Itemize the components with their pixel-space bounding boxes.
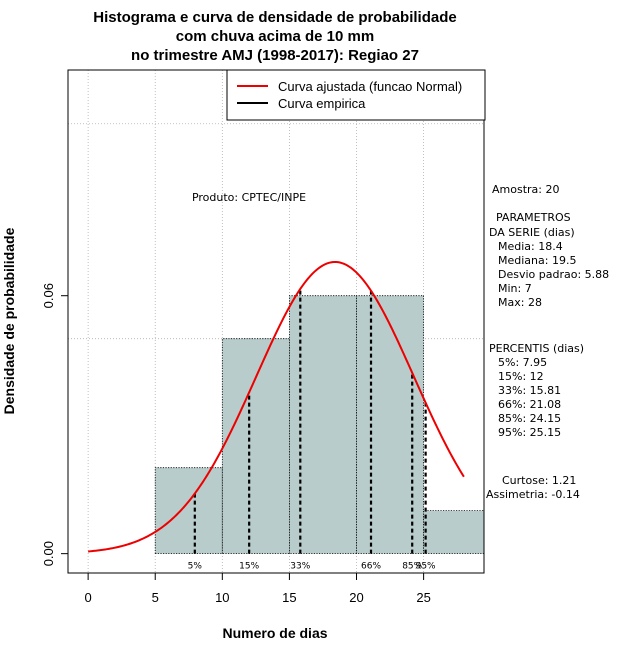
- stat-p95: 95%: 25.15: [498, 426, 561, 439]
- histogram-bars: [154, 295, 484, 555]
- normal-curve-layer: [88, 260, 465, 553]
- legend-label-empirical-curve: Curva empirica: [278, 96, 366, 111]
- histogram-bar-outline-2: [289, 295, 357, 554]
- stat-curtose: Curtose: 1.21: [502, 474, 576, 487]
- chart-title: Histograma e curva de densidade de proba…: [93, 9, 456, 26]
- stat-p15: 15%: 12: [498, 370, 544, 383]
- axis-ticks: 0 5 10 15 20 25 0.00 0.06: [41, 283, 431, 605]
- x-tick-label-10: 10: [215, 590, 229, 605]
- stats-panel: Amostra: 20 PARAMETROS DA SERIE (dias) M…: [486, 183, 609, 501]
- histogram-bar-1: [222, 338, 290, 554]
- stat-mediana: Mediana: 19.5: [498, 254, 576, 267]
- stat-min: Min: 7: [498, 282, 532, 295]
- histogram-bar-outline-1: [221, 338, 290, 554]
- y-tick-label-0: 0.00: [41, 541, 56, 566]
- percentile-label-0: 5%: [188, 562, 203, 572]
- percentile-label-4: 85%: [402, 562, 422, 572]
- y-tick-label-1: 0.06: [41, 283, 56, 308]
- x-tick-label-15: 15: [282, 590, 296, 605]
- histogram-bar-outline-4: [423, 510, 484, 554]
- x-tick-label-25: 25: [416, 590, 430, 605]
- params-subtitle: DA SERIE (dias): [489, 226, 575, 239]
- stat-max: Max: 28: [498, 296, 542, 309]
- legend-box: [226, 69, 486, 121]
- percentile-label-5: 95%: [416, 562, 436, 572]
- x-tick-label-5: 5: [152, 590, 159, 605]
- histogram-bar-outline-3: [356, 295, 425, 554]
- legend-label-normal-curve: Curva ajustada (funcao Normal): [278, 79, 462, 94]
- percentile-lines: 5% 15% 33% 66% 85%95%: [188, 288, 436, 572]
- stat-assimetria: Assimetria: -0.14: [486, 488, 580, 501]
- percentis-title: PERCENTIS (dias): [489, 342, 584, 355]
- percentile-label-3: 66%: [361, 562, 381, 572]
- params-title: PARAMETROS: [496, 211, 571, 224]
- chart-subtitle-1: com chuva acima de 10 mm: [176, 28, 374, 45]
- legend: Curva ajustada (funcao Normal) Curva emp…: [226, 69, 486, 121]
- percentile-label-2: 33%: [290, 562, 310, 572]
- stat-sample: Amostra: 20: [492, 183, 559, 196]
- stat-media: Media: 18.4: [498, 240, 563, 253]
- histogram-bar-4: [423, 510, 484, 554]
- stat-p66: 66%: 21.08: [498, 398, 561, 411]
- x-tick-label-20: 20: [349, 590, 363, 605]
- product-annotation: Produto: CPTEC/INPE: [192, 191, 306, 204]
- histogram-bar-0: [155, 467, 223, 554]
- histogram-bar-3: [356, 295, 424, 554]
- chart-subtitle-2: no trimestre AMJ (1998-2017): Regiao 27: [131, 47, 419, 64]
- x-tick-label-0: 0: [85, 590, 92, 605]
- stat-p33: 33%: 15.81: [498, 384, 561, 397]
- stat-p85: 85%: 24.15: [498, 412, 561, 425]
- y-axis-label: Densidade de probabilidade: [1, 227, 17, 414]
- stat-desvio: Desvio padrao: 5.88: [498, 268, 609, 281]
- percentile-label-1: 15%: [239, 562, 259, 572]
- x-axis-label: Numero de dias: [222, 625, 327, 641]
- stat-p5: 5%: 7.95: [498, 356, 547, 369]
- normal-curve: [88, 260, 465, 553]
